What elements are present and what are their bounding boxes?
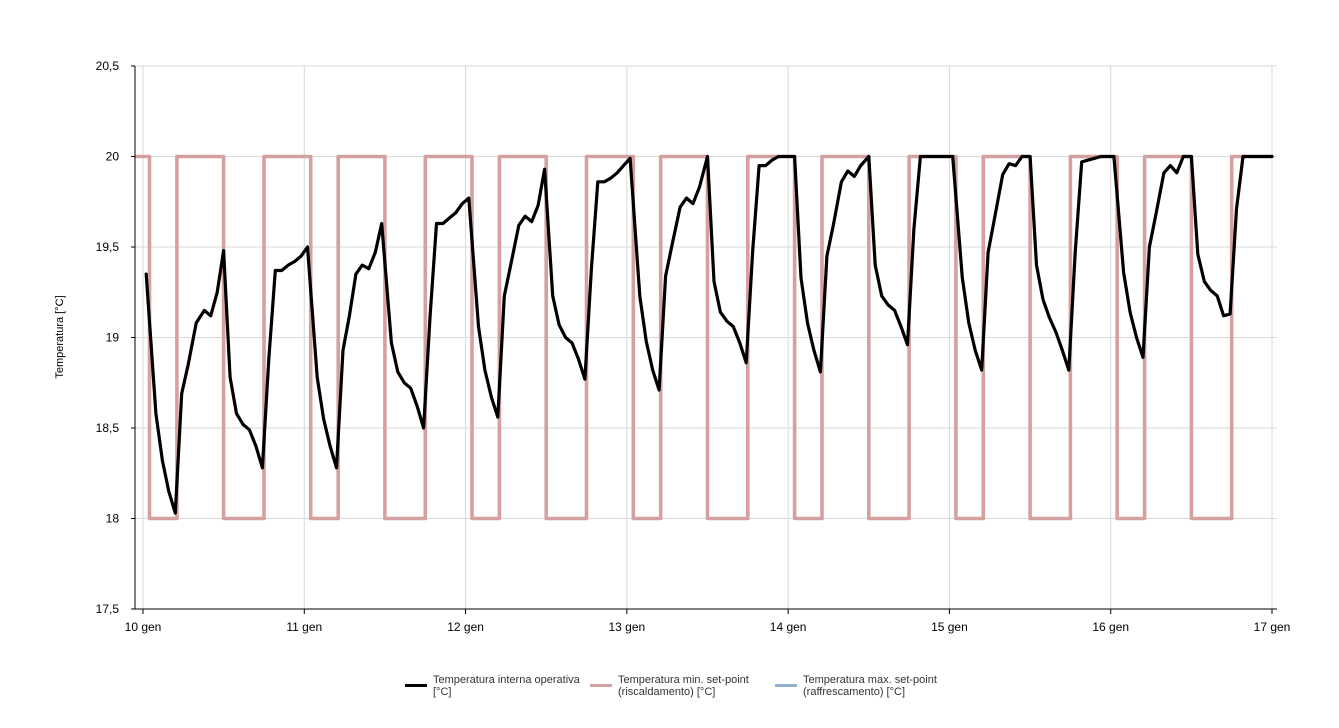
x-tick-label: 10 gen [125,620,162,634]
y-tick-label: 19,5 [96,240,120,254]
legend-swatch [775,684,797,687]
x-tick-label: 14 gen [770,620,807,634]
legend: Temperatura interna operativa [°C] Temper… [405,674,960,698]
y-tick-label: 18 [106,512,120,526]
legend-item: Temperatura max. set-point (raffrescamen… [775,674,960,698]
legend-item: Temperatura interna operativa [°C] [405,674,590,698]
x-tick-label: 16 gen [1092,620,1129,634]
legend-label: Temperatura interna operativa [°C] [433,674,580,698]
y-tick-label: 19 [106,331,120,345]
legend-item: Temperatura min. set-point (riscaldament… [590,674,775,698]
y-axis-title: Temperatura [°C] [54,295,66,378]
x-tick-label: 11 gen [286,620,322,634]
tick-labels: 17,5 18 18,5 19 19,5 20 20,5 10 gen 11 gen 12 gen… [96,59,1291,634]
y-tick-label: 17,5 [96,602,120,616]
series-layer [134,154,1274,521]
x-tick-label: 12 gen [447,620,484,634]
series-line-temperatura-interna [144,154,1274,515]
x-tick-label: 13 gen [609,620,646,634]
x-tick-label: 17 gen [1254,620,1291,634]
legend-swatch [590,684,612,687]
y-tick-label: 20 [106,150,120,164]
y-tick-label: 18,5 [96,421,120,435]
y-tick-label: 20,5 [96,59,120,73]
x-tick-label: 15 gen [931,620,968,634]
legend-label: Temperatura min. set-point (riscaldament… [618,674,749,698]
legend-swatch [405,684,427,687]
legend-label: Temperatura max. set-point (raffrescamen… [803,674,937,698]
